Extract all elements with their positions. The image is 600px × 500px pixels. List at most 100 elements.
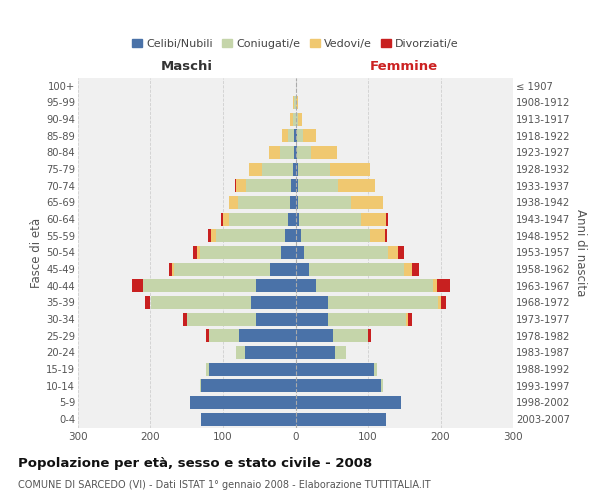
Bar [283,130,288,142]
Bar [338,180,374,192]
Bar [370,230,385,242]
Bar [333,330,368,342]
Bar [335,346,346,359]
Bar [169,262,172,276]
Bar [296,130,297,142]
Bar [308,262,404,276]
Bar [311,146,337,159]
Bar [296,346,335,359]
Bar [437,280,450,292]
Bar [294,96,296,109]
Bar [298,162,331,175]
Bar [290,196,296,209]
Bar [172,262,175,276]
Bar [406,312,408,326]
Bar [404,262,412,276]
Bar [246,180,291,192]
Bar [251,296,296,309]
Bar [385,230,387,242]
Bar [236,180,246,192]
Bar [133,280,143,292]
Bar [296,196,298,209]
Bar [296,396,401,409]
Text: Maschi: Maschi [161,60,213,72]
Bar [412,262,419,276]
Bar [294,146,296,159]
Bar [229,196,238,209]
Bar [294,130,296,142]
Bar [303,130,316,142]
Y-axis label: Anni di nascita: Anni di nascita [574,209,587,296]
Text: Femmine: Femmine [370,60,439,72]
Bar [296,412,386,426]
Bar [296,212,299,226]
Bar [374,362,377,376]
Bar [297,146,311,159]
Bar [350,196,383,209]
Bar [328,296,439,309]
Bar [221,212,223,226]
Bar [328,312,406,326]
Bar [187,312,256,326]
Bar [209,230,211,242]
Bar [201,412,296,426]
Bar [296,312,328,326]
Bar [201,380,296,392]
Bar [296,280,316,292]
Bar [235,180,236,192]
Bar [200,380,201,392]
Bar [245,346,296,359]
Bar [238,196,290,209]
Text: COMUNE DI SARCEDO (VI) - Dati ISTAT 1° gennaio 2008 - Elaborazione TUTTITALIA.IT: COMUNE DI SARCEDO (VI) - Dati ISTAT 1° g… [18,480,431,490]
Bar [331,162,370,175]
Bar [386,212,388,226]
Bar [211,230,216,242]
Bar [398,246,404,259]
Bar [197,246,200,259]
Bar [256,280,296,292]
Bar [143,280,256,292]
Bar [206,362,209,376]
Bar [239,330,296,342]
Bar [301,230,370,242]
Bar [223,212,229,226]
Bar [298,180,338,192]
Bar [216,230,284,242]
Bar [440,296,446,309]
Bar [296,330,333,342]
Bar [293,162,296,175]
Bar [206,330,209,342]
Bar [209,330,239,342]
Bar [296,180,298,192]
Bar [151,296,251,309]
Bar [298,112,302,126]
Y-axis label: Fasce di età: Fasce di età [31,218,43,288]
Bar [433,280,437,292]
Bar [368,330,371,342]
Bar [190,396,296,409]
Bar [296,296,328,309]
Bar [280,146,294,159]
Bar [296,230,301,242]
Text: Popolazione per età, sesso e stato civile - 2008: Popolazione per età, sesso e stato civil… [18,458,372,470]
Bar [439,296,440,309]
Bar [296,162,298,175]
Bar [200,246,281,259]
Bar [281,246,296,259]
Bar [296,262,308,276]
Bar [296,146,297,159]
Bar [193,246,197,259]
Bar [297,130,303,142]
Bar [262,162,293,175]
Bar [296,246,304,259]
Bar [145,296,151,309]
Bar [296,362,374,376]
Bar [381,380,383,392]
Bar [388,246,398,259]
Bar [298,196,350,209]
Bar [316,280,433,292]
Bar [229,212,288,226]
Bar [291,180,296,192]
Bar [256,312,296,326]
Bar [288,212,296,226]
